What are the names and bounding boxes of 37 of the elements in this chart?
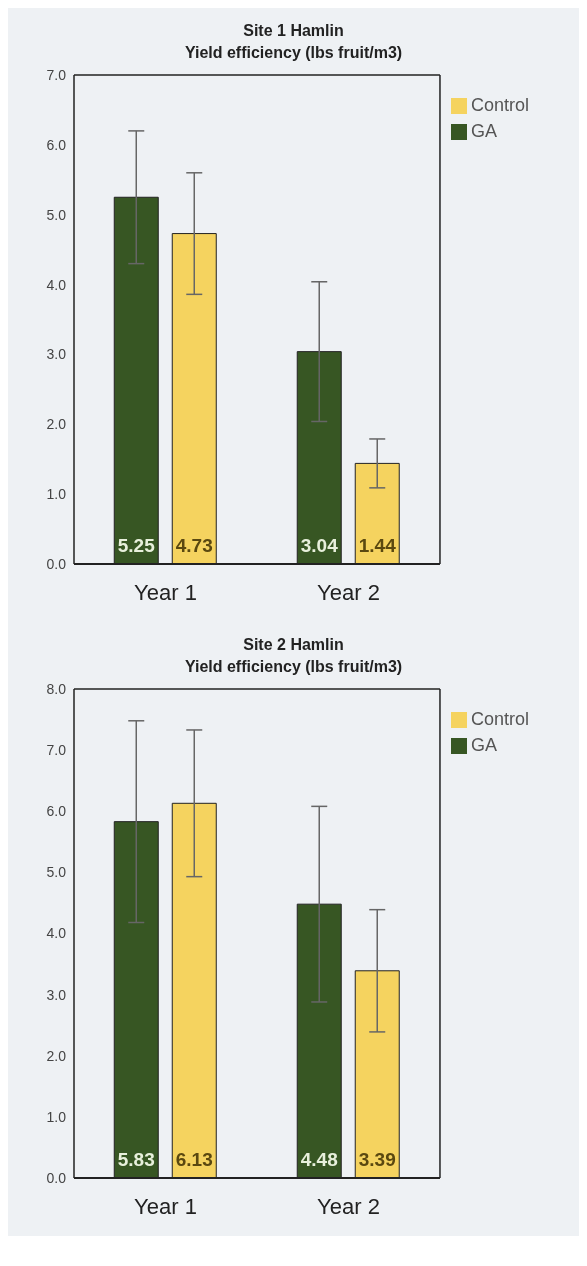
- y-tick-label: 3.0: [46, 986, 67, 1003]
- data-label: 5.83: [117, 1149, 155, 1170]
- chart-title: Site 2 Hamlin: [242, 636, 345, 654]
- y-tick-label: 2.0: [46, 416, 67, 433]
- legend-label: Control: [470, 709, 529, 729]
- y-tick-label: 4.0: [46, 276, 67, 293]
- y-tick-label: 6.0: [46, 136, 67, 153]
- y-tick-label: 4.0: [46, 925, 67, 942]
- data-label: 4.73: [175, 535, 213, 556]
- x-tick-label: Year 1: [134, 1193, 197, 1219]
- chart-subtitle: Yield efficiency (lbs fruit/m3): [183, 658, 404, 676]
- y-tick-label: 0.0: [46, 555, 67, 572]
- y-tick-label: 7.0: [46, 742, 67, 759]
- data-label: 4.48: [300, 1149, 338, 1170]
- y-tick-label: 7.0: [46, 66, 67, 83]
- x-tick-label: Year 2: [317, 579, 380, 605]
- legend-label: Control: [470, 95, 529, 115]
- y-tick-label: 5.0: [46, 864, 67, 881]
- data-label: 1.44: [358, 535, 397, 556]
- y-tick-label: 1.0: [46, 1108, 67, 1125]
- x-tick-label: Year 2: [317, 1193, 380, 1219]
- y-tick-label: 0.0: [46, 1169, 67, 1186]
- y-tick-label: 8.0: [46, 680, 67, 697]
- data-label: 3.39: [358, 1149, 396, 1170]
- y-tick-label: 5.0: [46, 206, 67, 223]
- y-tick-label: 2.0: [46, 1047, 67, 1064]
- legend-label: GA: [470, 735, 497, 755]
- y-tick-label: 1.0: [46, 486, 67, 503]
- chart-subtitle: Yield efficiency (lbs fruit/m3): [183, 44, 404, 62]
- legend-label: GA: [470, 121, 497, 141]
- data-label: 6.13: [175, 1149, 213, 1170]
- y-tick-label: 3.0: [46, 346, 67, 363]
- x-tick-label: Year 1: [134, 579, 197, 605]
- data-label: 5.25: [117, 535, 156, 556]
- chart-title: Site 1 Hamlin: [242, 22, 345, 40]
- data-label: 3.04: [300, 535, 339, 556]
- y-tick-label: 6.0: [46, 803, 67, 820]
